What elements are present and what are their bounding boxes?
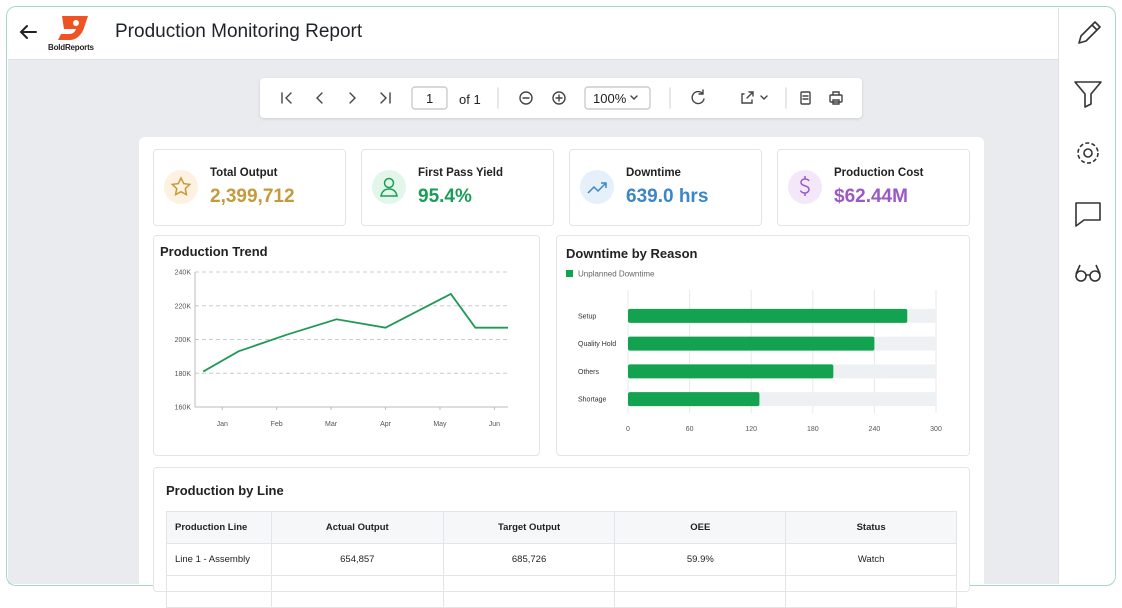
back-button[interactable] xyxy=(14,18,44,48)
x-tick-label: Jan xyxy=(217,421,228,428)
legend-swatch xyxy=(566,270,573,277)
column-header: Actual Output xyxy=(270,511,444,544)
table-cell: 654,857 xyxy=(270,543,444,576)
kpi-value: 95.4% xyxy=(418,186,472,207)
x-tick-label: Mar xyxy=(325,421,338,428)
bar-chart: Unplanned Downtime 0 60 120 180 240 300 Setup Qu… xyxy=(566,270,942,433)
x-tick-label: Feb xyxy=(271,421,283,428)
page-count: of 1 xyxy=(459,92,481,107)
x-tick-label: 180 xyxy=(807,426,819,433)
print[interactable] xyxy=(829,91,843,105)
bar xyxy=(628,392,760,407)
refresh[interactable] xyxy=(691,89,705,105)
y-tick-label: Quality Hold xyxy=(578,341,616,348)
column-header: Status xyxy=(785,511,957,544)
x-tick-label: 120 xyxy=(745,426,757,433)
kpi-label: First Pass Yield xyxy=(418,167,504,179)
view-icon[interactable] xyxy=(1075,264,1101,282)
page-number[interactable]: 1 xyxy=(426,91,434,106)
table-title: Production by Line xyxy=(166,483,284,498)
legend-label: Unplanned Downtime xyxy=(578,270,655,279)
y-tick-label: Others xyxy=(578,369,600,376)
logo-icon xyxy=(58,16,88,40)
y-tick-label: 160K xyxy=(175,405,192,412)
table-cell: Watch xyxy=(785,543,957,576)
y-tick-label: Shortage xyxy=(578,397,607,404)
settings-icon[interactable] xyxy=(1077,142,1099,164)
table-header: Production Line Actual Output Target Outpu… xyxy=(166,511,957,544)
page-input[interactable] xyxy=(411,86,448,110)
toolbar-icons xyxy=(281,86,843,110)
chart-title: Production Trend xyxy=(160,244,268,259)
table-cell: 59.9% xyxy=(614,543,787,576)
bar xyxy=(628,308,908,323)
bar xyxy=(628,336,875,351)
kpi-card xyxy=(777,149,970,226)
x-tick-label: May xyxy=(433,421,447,428)
edit-icon[interactable] xyxy=(1078,21,1101,44)
y-tick-label: Setup xyxy=(578,313,596,320)
column-header: Target Output xyxy=(442,511,616,544)
last-page[interactable] xyxy=(380,92,391,104)
x-tick-label: 240 xyxy=(869,426,881,433)
bar xyxy=(628,364,834,379)
next-page[interactable] xyxy=(349,92,356,104)
x-tick-label: Apr xyxy=(380,421,392,428)
zoom-value[interactable]: 100% xyxy=(593,91,627,106)
export[interactable] xyxy=(741,91,768,104)
prev-page[interactable] xyxy=(316,92,323,104)
y-tick-label: 240K xyxy=(175,270,192,277)
x-tick-label: 60 xyxy=(686,426,694,433)
kpi-value: $62.44M xyxy=(834,186,908,207)
table-cell: Line 1 - Assembly xyxy=(166,543,272,576)
table: Production Line Actual Output Target Outpu… xyxy=(166,511,957,608)
line-chart: 160K 180K 200K 220K 240K Jan Feb Mar Apr May Jun xyxy=(175,270,508,428)
kpi-label: Production Cost xyxy=(834,167,924,179)
column-header: Production Line xyxy=(166,511,272,544)
y-tick-label: 180K xyxy=(175,371,192,378)
comment-icon[interactable] xyxy=(1075,202,1101,227)
logo-text: BoldReports xyxy=(48,43,94,52)
table-cell: 685,726 xyxy=(442,543,616,576)
kpi-label: Downtime xyxy=(626,167,681,179)
document[interactable] xyxy=(800,91,811,105)
sidebar xyxy=(1074,21,1102,282)
x-tick-label: 300 xyxy=(930,426,942,433)
zoom-out[interactable] xyxy=(519,91,533,105)
y-tick-label: 200K xyxy=(175,337,192,344)
zoom-in[interactable] xyxy=(552,91,566,105)
page: BoldReports Production Monitoring Report… xyxy=(6,6,1116,608)
kpi-icons xyxy=(164,170,822,204)
x-tick-label: 0 xyxy=(626,426,630,433)
line xyxy=(202,292,508,373)
column-header: OEE xyxy=(614,511,787,544)
kpi-value: 2,399,712 xyxy=(210,186,295,207)
table-row: Line 1 - Assembly 654,857 685,726 59.9% Watc… xyxy=(166,543,957,576)
filter-icon[interactable] xyxy=(1074,81,1102,108)
chart-title: Downtime by Reason xyxy=(566,246,698,261)
divider xyxy=(1058,8,1059,584)
kpi-label: Total Output xyxy=(210,167,278,179)
report-title: Production Monitoring Report xyxy=(115,21,363,42)
x-tick-label: Jun xyxy=(489,421,500,428)
zoom-select[interactable] xyxy=(584,86,651,110)
first-page[interactable] xyxy=(281,92,292,104)
kpi-value: 639.0 hrs xyxy=(626,186,709,207)
y-tick-label: 220K xyxy=(175,303,192,310)
divider xyxy=(8,59,1058,60)
